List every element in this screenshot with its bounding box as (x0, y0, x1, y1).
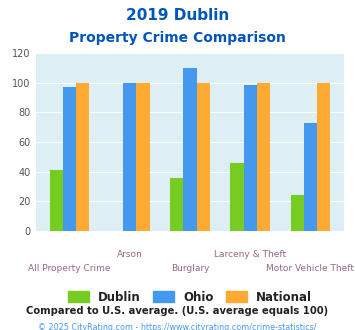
Bar (317, 82, 330, 231)
Text: All Property Crime: All Property Crime (28, 264, 111, 273)
Text: Property Crime Comparison: Property Crime Comparison (69, 31, 286, 45)
Text: Compared to U.S. average. (U.S. average equals 100): Compared to U.S. average. (U.S. average … (26, 306, 329, 316)
Bar (183, 68, 197, 231)
Bar (170, 178, 183, 231)
Bar (197, 82, 210, 231)
Bar (76, 82, 89, 231)
Bar (257, 82, 270, 231)
Legend: Dublin, Ohio, National: Dublin, Ohio, National (63, 286, 317, 308)
Bar (123, 82, 136, 231)
Text: Burglary: Burglary (171, 264, 209, 273)
Bar (50, 170, 63, 231)
Bar (230, 163, 244, 231)
Bar (244, 85, 257, 231)
Bar (290, 195, 304, 231)
Text: Motor Vehicle Theft: Motor Vehicle Theft (267, 264, 354, 273)
Text: Arson: Arson (117, 250, 143, 259)
Text: 2019 Dublin: 2019 Dublin (126, 8, 229, 23)
Bar (136, 82, 149, 231)
Text: © 2025 CityRating.com - https://www.cityrating.com/crime-statistics/: © 2025 CityRating.com - https://www.city… (38, 323, 317, 330)
Text: Larceny & Theft: Larceny & Theft (214, 250, 286, 259)
Bar (63, 87, 76, 231)
Bar (304, 123, 317, 231)
